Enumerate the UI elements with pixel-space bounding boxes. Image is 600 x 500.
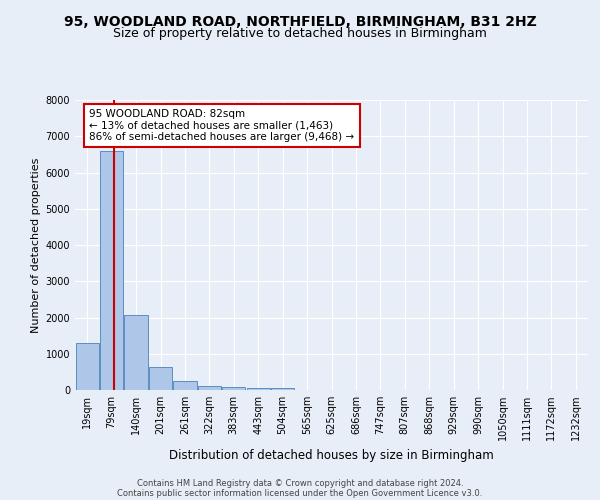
Bar xyxy=(271,388,294,390)
Text: 95, WOODLAND ROAD, NORTHFIELD, BIRMINGHAM, B31 2HZ: 95, WOODLAND ROAD, NORTHFIELD, BIRMINGHA… xyxy=(64,15,536,29)
Y-axis label: Number of detached properties: Number of detached properties xyxy=(31,158,41,332)
Text: Contains HM Land Registry data © Crown copyright and database right 2024.: Contains HM Land Registry data © Crown c… xyxy=(137,478,463,488)
Text: 95 WOODLAND ROAD: 82sqm
← 13% of detached houses are smaller (1,463)
86% of semi: 95 WOODLAND ROAD: 82sqm ← 13% of detache… xyxy=(89,109,354,142)
Bar xyxy=(173,382,197,390)
Bar xyxy=(76,343,99,390)
Text: Contains public sector information licensed under the Open Government Licence v3: Contains public sector information licen… xyxy=(118,488,482,498)
X-axis label: Distribution of detached houses by size in Birmingham: Distribution of detached houses by size … xyxy=(169,448,494,462)
Text: Size of property relative to detached houses in Birmingham: Size of property relative to detached ho… xyxy=(113,28,487,40)
Bar xyxy=(222,386,245,390)
Bar xyxy=(149,367,172,390)
Bar xyxy=(247,388,270,390)
Bar xyxy=(100,152,123,390)
Bar xyxy=(124,314,148,390)
Bar xyxy=(198,386,221,390)
